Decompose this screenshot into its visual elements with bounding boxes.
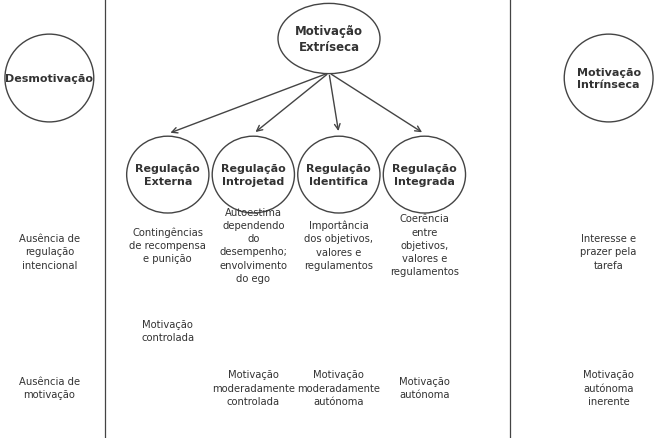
Text: Motivação
autónoma
inerente: Motivação autónoma inerente xyxy=(583,370,634,406)
Text: Interesse e
prazer pela
tarefa: Interesse e prazer pela tarefa xyxy=(580,234,637,270)
Ellipse shape xyxy=(212,137,295,214)
Text: Ausência de
motivação: Ausência de motivação xyxy=(19,376,80,399)
Text: Regulação
Integrada: Regulação Integrada xyxy=(392,164,457,187)
Ellipse shape xyxy=(297,137,380,214)
Text: Motivação
autónoma: Motivação autónoma xyxy=(399,376,450,399)
Text: Regulação
Externa: Regulação Externa xyxy=(136,164,200,187)
Ellipse shape xyxy=(278,4,380,74)
Text: Autoestima
dependendo
do
desempenho;
envolvimento
do ego: Autoestima dependendo do desempenho; env… xyxy=(219,207,288,283)
Text: Motivação
moderadamente
autónoma: Motivação moderadamente autónoma xyxy=(297,370,380,406)
Ellipse shape xyxy=(126,137,209,214)
Text: Motivação
moderadamente
controlada: Motivação moderadamente controlada xyxy=(212,370,295,406)
Text: Contingências
de recompensa
e punição: Contingências de recompensa e punição xyxy=(130,227,206,264)
Text: Regulação
Identifica: Regulação Identifica xyxy=(307,164,371,187)
Ellipse shape xyxy=(383,137,466,214)
Text: Motivação
Extríseca: Motivação Extríseca xyxy=(295,25,363,54)
Text: Desmotivação: Desmotivação xyxy=(5,74,93,84)
Ellipse shape xyxy=(565,35,653,123)
Text: Motivação
controlada: Motivação controlada xyxy=(141,319,194,342)
Text: Regulação
Introjetad: Regulação Introjetad xyxy=(221,164,286,187)
Text: Importância
dos objetivos,
valores e
regulamentos: Importância dos objetivos, valores e reg… xyxy=(305,220,373,270)
Text: Coerência
entre
objetivos,
valores e
regulamentos: Coerência entre objetivos, valores e reg… xyxy=(390,214,459,277)
Ellipse shape xyxy=(5,35,94,123)
Text: Ausência de
regulação
intencional: Ausência de regulação intencional xyxy=(19,234,80,270)
Text: Motivação
Intrínseca: Motivação Intrínseca xyxy=(576,67,641,90)
